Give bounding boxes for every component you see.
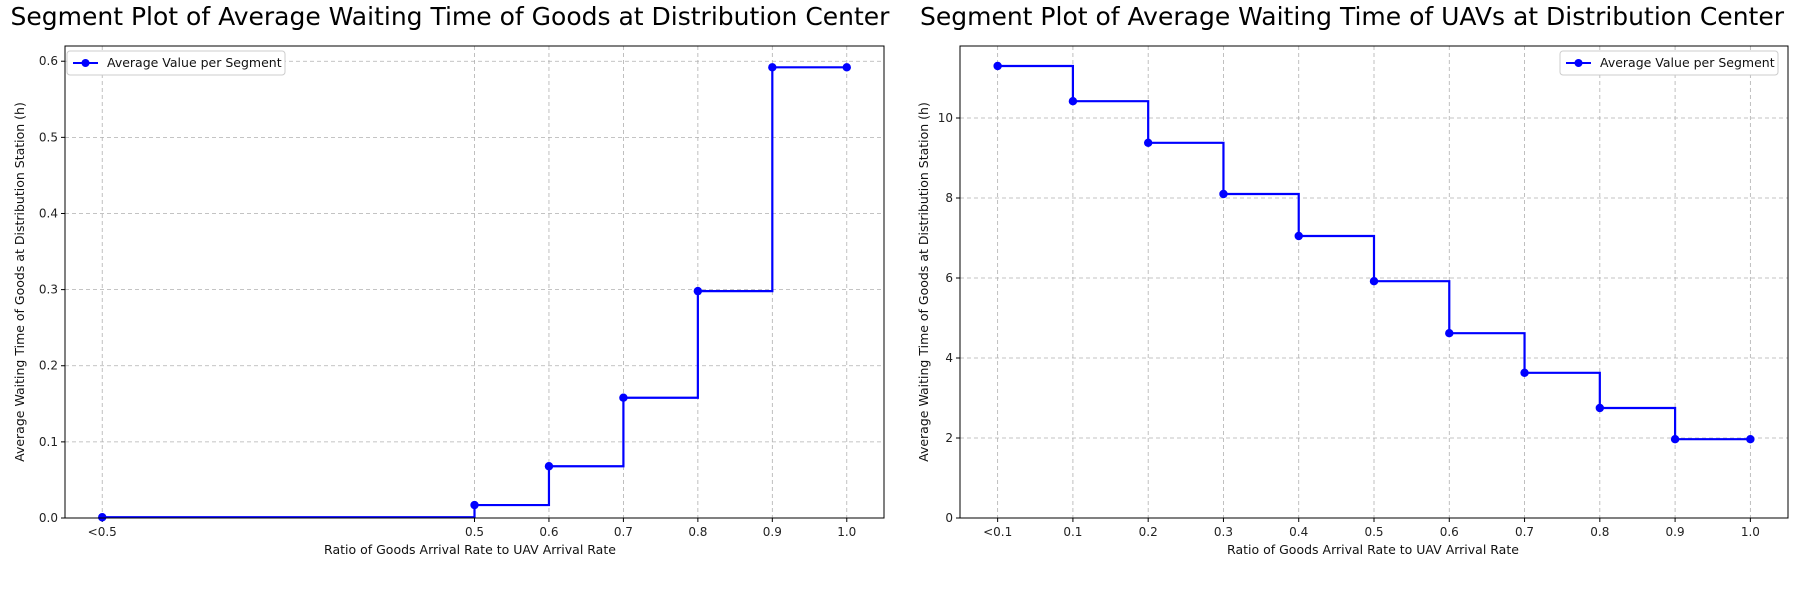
x-axis-label: Ratio of Goods Arrival Rate to UAV Arriv… [324, 542, 616, 557]
x-tick-label: 0.8 [688, 525, 707, 539]
legend-box [66, 50, 286, 76]
x-axis-ticks: <0.5 0.5 0.6 0.7 0.8 0.9 1.0 [88, 518, 856, 539]
data-point [693, 286, 703, 296]
data-point [98, 513, 107, 522]
data-point [470, 500, 479, 510]
data-point [1746, 435, 1755, 444]
y-axis-ticks: 0.0 0.1 0.2 0.3 0.4 0.5 0.6 [39, 54, 65, 525]
x-tick-label: 0.7 [1515, 525, 1534, 539]
data-point [1520, 368, 1529, 377]
x-tick-label: 0.7 [614, 525, 633, 539]
y-tick-label: 10 [938, 111, 953, 125]
chart-panel-goods: Segment Plot of Average Waiting Time of … [11, 2, 891, 557]
x-tick-label: 0.3 [1214, 525, 1233, 539]
chart-panel-uavs: Segment Plot of Average Waiting Time of … [916, 2, 1789, 557]
legend: Average Value per Segment [1559, 50, 1779, 76]
x-axis-label: Ratio of Goods Arrival Rate to UAV Arriv… [1227, 542, 1519, 557]
data-point [1595, 403, 1605, 413]
y-tick-label: 0.3 [39, 283, 58, 297]
data-point [619, 393, 628, 402]
data-point [1143, 138, 1153, 147]
x-tick-label: 0.6 [1440, 525, 1459, 539]
x-tick-label: 0.8 [1590, 525, 1609, 539]
y-tick-label: 4 [945, 351, 953, 365]
y-tick-label: 0.6 [39, 54, 58, 68]
series-layer [993, 61, 1755, 444]
data-point [1445, 329, 1454, 338]
y-tick-label: 0.1 [39, 435, 58, 449]
chart-title: Segment Plot of Average Waiting Time of … [920, 2, 1785, 31]
legend-marker-swatch [1574, 59, 1583, 67]
y-tick-label: 0.0 [39, 511, 58, 525]
y-tick-label: 0.4 [39, 206, 58, 220]
data-point [1294, 231, 1303, 241]
x-tick-label: 0.6 [539, 525, 558, 539]
series-layer [98, 63, 851, 522]
data-point [1670, 435, 1680, 444]
x-tick-label: 1.0 [837, 525, 856, 539]
data-point [1068, 97, 1078, 106]
y-tick-label: 8 [945, 191, 953, 205]
chart-title: Segment Plot of Average Waiting Time of … [11, 2, 891, 31]
y-axis-ticks: 0 2 4 6 8 10 [938, 111, 960, 525]
x-tick-label: 1.0 [1741, 525, 1760, 539]
legend-label: Average Value per Segment [107, 55, 282, 70]
x-tick-label: 0.4 [1289, 525, 1308, 539]
x-tick-label: 0.1 [1063, 525, 1082, 539]
data-point [993, 61, 1002, 71]
x-tick-label: <0.1 [983, 525, 1012, 539]
y-axis-label: Average Waiting Time of Goods at Distrib… [916, 102, 931, 462]
x-tick-label: 0.5 [1364, 525, 1383, 539]
x-tick-label: <0.5 [88, 525, 117, 539]
legend: Average Value per Segment [66, 50, 286, 76]
y-tick-label: 6 [945, 271, 953, 285]
legend-marker-swatch [81, 59, 90, 67]
x-tick-label: 0.2 [1139, 525, 1158, 539]
y-tick-label: 0.5 [39, 130, 58, 144]
y-axis-label: Average Waiting Time of Goods at Distrib… [12, 102, 27, 462]
data-point [842, 63, 851, 72]
data-point [1219, 189, 1228, 199]
series-step-line [997, 64, 1751, 441]
data-point [1369, 277, 1379, 286]
y-tick-label: 0.2 [39, 359, 58, 373]
legend-box [1559, 50, 1779, 76]
plot-frame [64, 45, 885, 519]
data-point [544, 462, 554, 471]
x-axis-ticks: <0.1 0.1 0.2 0.3 0.4 0.5 0.6 0.7 0.8 0.9 1.0 [983, 518, 1760, 539]
x-tick-label: 0.9 [763, 525, 782, 539]
y-tick-label: 2 [945, 431, 953, 445]
y-tick-label: 0 [945, 511, 953, 525]
data-point [768, 63, 777, 72]
x-tick-label: 0.5 [465, 525, 484, 539]
plot-frame [959, 45, 1789, 519]
x-tick-label: 0.9 [1666, 525, 1685, 539]
legend-label: Average Value per Segment [1600, 55, 1775, 70]
